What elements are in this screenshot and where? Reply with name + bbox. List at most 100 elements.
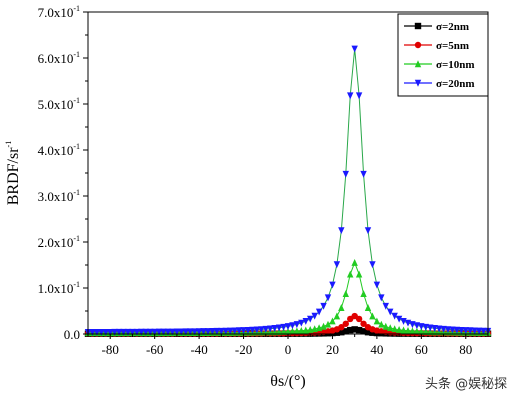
y-axis-title: BRDF/sr-1 (4, 141, 22, 205)
y-axis-title-main: BRDF/sr (5, 147, 22, 205)
data-point (111, 328, 118, 336)
data-point (324, 320, 332, 328)
y-tick-label-superscript: -1 (73, 4, 80, 13)
data-point (338, 227, 345, 235)
data-point (369, 329, 376, 336)
data-point (329, 317, 336, 325)
data-point (360, 320, 367, 327)
data-point (414, 79, 422, 87)
y-tick-label: 6.0x10-1 (38, 50, 80, 66)
x-tick-label: -40 (190, 342, 207, 357)
data-point (253, 326, 261, 334)
data-point (302, 326, 309, 334)
data-point (93, 328, 101, 336)
data-point (307, 325, 314, 333)
legend-item: σ=20nm (404, 78, 475, 90)
data-point (160, 328, 167, 336)
data-point (289, 322, 296, 330)
data-point (102, 328, 109, 336)
data-point (414, 22, 422, 30)
data-point (395, 315, 403, 323)
data-point (360, 170, 367, 178)
data-point (147, 328, 154, 336)
data-point (404, 326, 412, 334)
data-point (347, 92, 354, 100)
x-tick-label: 0 (285, 342, 292, 357)
data-point (142, 328, 149, 336)
data-point (324, 294, 332, 302)
data-point (213, 327, 221, 335)
data-point (440, 325, 447, 333)
data-point (355, 270, 363, 278)
y-axis-title-superscript: -1 (4, 141, 13, 148)
data-point (360, 328, 367, 335)
x-tick-label: 40 (370, 342, 383, 357)
y-tick-label: 2.0x10-1 (38, 234, 80, 250)
data-point (391, 312, 398, 320)
y-tick-label-superscript: -1 (73, 96, 80, 105)
data-point (173, 328, 181, 336)
y-tick-label: 1.0x10-1 (38, 280, 80, 296)
data-point (275, 324, 283, 332)
legend-label: σ=2nm (436, 21, 469, 33)
data-point (427, 328, 434, 336)
x-axis-title: θs/(°) (270, 373, 305, 390)
data-point (222, 327, 229, 335)
data-point (244, 326, 252, 334)
y-tick-label-superscript: -1 (73, 142, 80, 151)
legend-label: σ=20nm (436, 78, 475, 90)
data-point (311, 312, 318, 320)
data-point (444, 326, 452, 334)
y-tick-label-superscript: -1 (73, 280, 80, 289)
y-tick-label-main: 4.0x10 (38, 143, 74, 158)
y-tick-label-main: 1.0x10 (38, 281, 74, 296)
data-point (387, 308, 394, 316)
legend-item: σ=5nm (404, 40, 469, 52)
data-point (458, 326, 465, 334)
data-point (369, 312, 376, 320)
data-point (333, 261, 341, 269)
data-point (409, 327, 416, 335)
data-point (320, 302, 327, 310)
y-tick-label-superscript: -1 (73, 188, 80, 197)
legend-label: σ=5nm (436, 40, 469, 52)
data-point (138, 328, 145, 336)
data-point (364, 227, 372, 235)
data-point (155, 328, 163, 336)
y-tick-label: 3.0x10-1 (38, 188, 80, 204)
y-tick-label: 0.0 (64, 327, 80, 342)
data-point (204, 328, 212, 336)
data-point (342, 320, 349, 327)
x-tick-label: 20 (326, 342, 339, 357)
y-tick-label: 5.0x10-1 (38, 96, 80, 112)
data-point (151, 328, 158, 336)
y-tick-label-main: 0.0 (64, 327, 80, 342)
data-point (262, 325, 269, 333)
data-point (289, 327, 296, 335)
data-point (422, 328, 429, 335)
y-tick-label-main: 7.0x10 (38, 5, 74, 20)
data-point (169, 328, 176, 336)
data-point (191, 328, 198, 336)
y-tick-label: 7.0x10-1 (38, 4, 80, 20)
data-point (342, 290, 349, 297)
data-point (333, 312, 341, 320)
data-point (391, 325, 398, 333)
data-point (355, 315, 363, 323)
data-point (431, 325, 438, 332)
data-point (418, 323, 425, 331)
data-point (449, 326, 456, 334)
x-tick-label: -80 (102, 342, 119, 357)
data-point (378, 320, 385, 328)
data-point (89, 329, 96, 336)
data-point (400, 326, 407, 334)
y-tick-label-superscript: -1 (73, 50, 80, 59)
data-point (413, 327, 421, 335)
data-point (373, 281, 381, 289)
y-axis-ticks: 0.01.0x10-12.0x10-13.0x10-14.0x10-15.0x1… (38, 4, 88, 342)
data-point (338, 304, 345, 311)
data-point (329, 281, 336, 289)
data-point (267, 325, 274, 333)
data-point (298, 326, 305, 334)
